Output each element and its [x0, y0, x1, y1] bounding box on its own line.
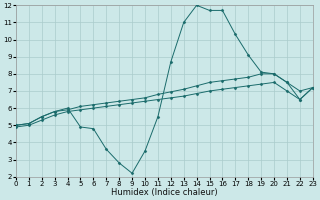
X-axis label: Humidex (Indice chaleur): Humidex (Indice chaleur): [111, 188, 218, 197]
